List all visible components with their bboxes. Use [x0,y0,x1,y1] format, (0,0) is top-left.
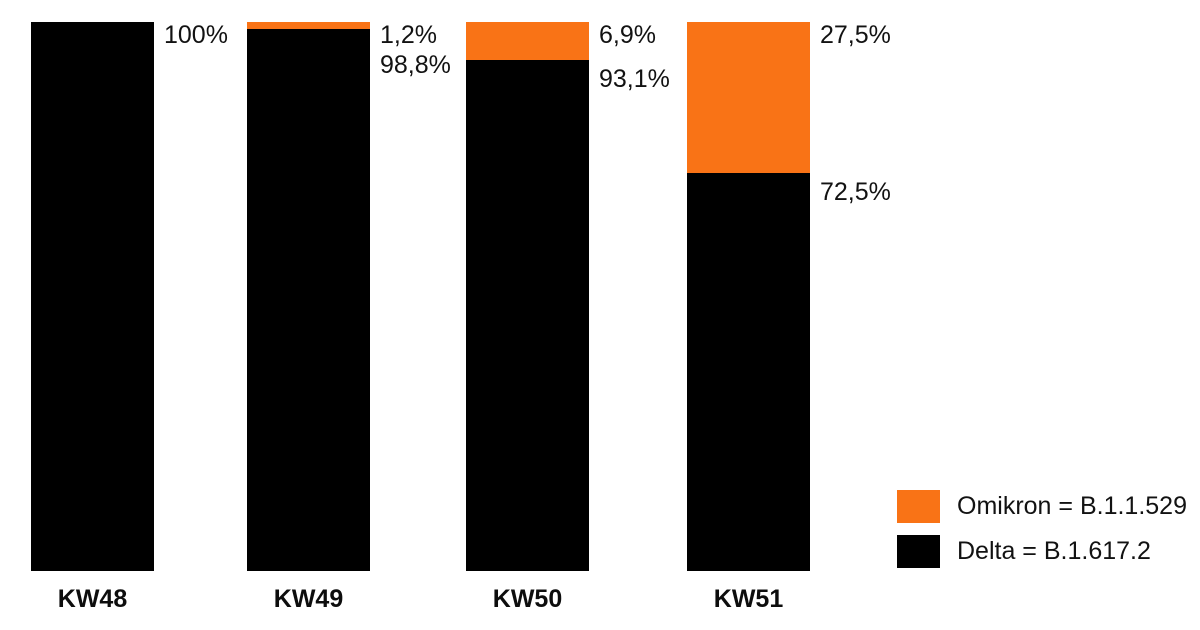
value-label-delta-kw50: 93,1% [599,65,670,93]
bar-segment-omikron [466,22,589,60]
bar-segment-omikron [247,22,370,29]
legend-swatch-delta-icon [897,535,940,568]
category-label-kw48: KW48 [57,585,128,613]
legend: Omikron = B.1.1.529 Delta = B.1.617.2 [897,490,1187,568]
category-label-kw51: KW51 [713,585,784,613]
value-label-delta-kw48: 100% [164,21,228,49]
value-label-omikron-kw49: 1,2% [380,21,437,49]
bar-segment-delta [687,173,810,571]
bar-kw50 [466,22,589,571]
bar-segment-omikron [687,22,810,173]
value-label-omikron-kw51: 27,5% [820,21,891,49]
legend-label-omikron: Omikron = B.1.1.529 [957,492,1187,520]
legend-label-delta: Delta = B.1.617.2 [957,537,1151,565]
legend-item-delta: Delta = B.1.617.2 [897,535,1187,568]
bar-kw49 [247,22,370,571]
value-label-delta-kw49: 98,8% [380,51,451,79]
category-label-kw50: KW50 [492,585,563,613]
bar-segment-delta [31,22,154,571]
bar-segment-delta [466,60,589,571]
category-label-kw49: KW49 [273,585,344,613]
bar-kw48 [31,22,154,571]
value-label-omikron-kw50: 6,9% [599,21,656,49]
value-label-delta-kw51: 72,5% [820,178,891,206]
legend-item-omikron: Omikron = B.1.1.529 [897,490,1187,523]
legend-swatch-omikron-icon [897,490,940,523]
bar-kw51 [687,22,810,571]
bar-segment-delta [247,29,370,571]
